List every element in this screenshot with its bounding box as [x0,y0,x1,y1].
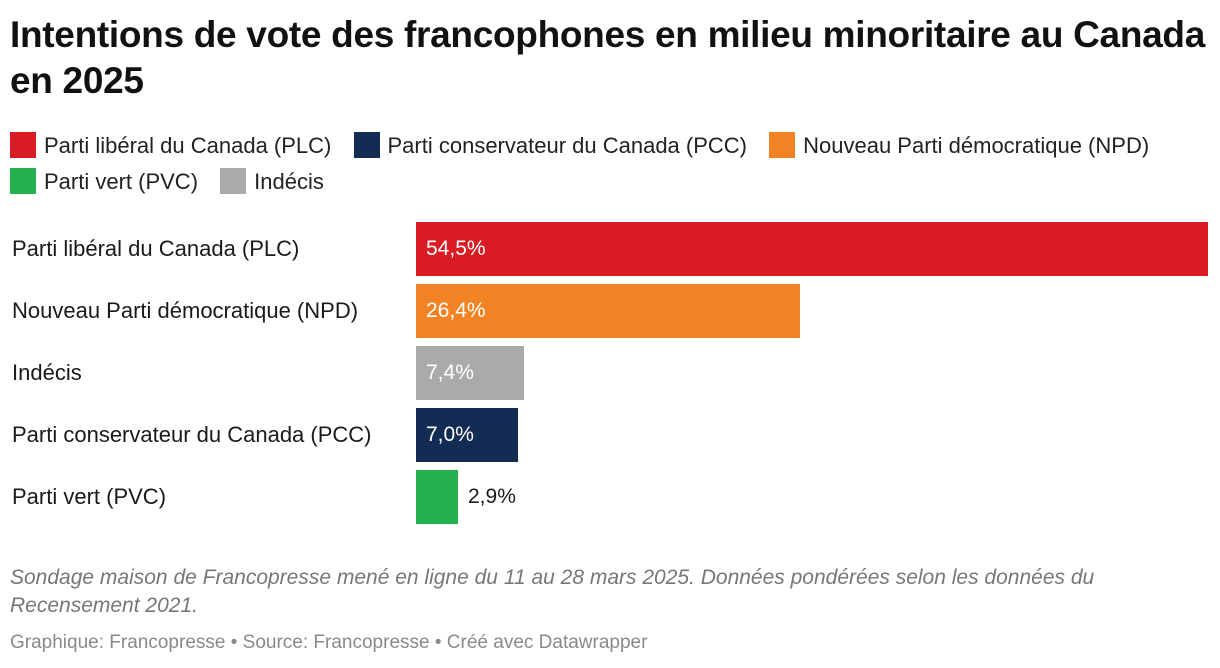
category-label: Nouveau Parti démocratique (NPD) [12,298,359,323]
category-label: Indécis [12,360,82,385]
legend-label: Indécis [254,169,324,194]
legend-swatch [10,168,36,194]
legend-swatch [353,132,380,158]
legend-swatch [10,132,36,158]
legend-label: Parti vert (PVC) [44,169,199,194]
legend: Parti libéral du Canada (PLC) Parti cons… [10,128,1210,200]
legend-swatch [769,132,796,158]
chart-note: Sondage maison de Francopresse mené en l… [10,566,1095,617]
bar [416,470,458,524]
bar-row: Indécis 7,4% [0,346,1220,400]
data-label: 7,0% [426,423,474,446]
category-label: Parti vert (PVC) [12,484,167,509]
chart-credit: Graphique: Francopresse • Source: Franco… [10,632,648,653]
bar-row: Parti libéral du Canada (PLC) 54,5% [0,222,1220,276]
data-label: 7,4% [426,361,474,384]
bar [416,284,800,338]
legend-swatch [220,168,247,194]
legend-item-npd: Nouveau Parti démocratique (NPD) [769,128,1149,164]
legend-label: Nouveau Parti démocratique (NPD) [803,133,1150,158]
bar [416,222,1208,276]
bar-row: Parti vert (PVC) 2,9% [0,470,1220,524]
data-label: 26,4% [426,299,486,322]
legend-item-pcc: Parti conservateur du Canada (PCC) [353,128,748,164]
category-label: Parti libéral du Canada (PLC) [12,236,300,261]
data-label: 54,5% [426,237,486,260]
category-label: Parti conservateur du Canada (PCC) [12,422,372,447]
legend-item-indecis: Indécis [220,164,324,200]
bar-row: Nouveau Parti démocratique (NPD) 26,4% [0,284,1220,338]
data-label: 2,9% [468,485,516,508]
legend-label: Parti libéral du Canada (PLC) [44,133,332,158]
legend-item-pvc: Parti vert (PVC) [10,164,198,200]
legend-label: Parti conservateur du Canada (PCC) [387,133,748,158]
bar-row: Parti conservateur du Canada (PCC) 7,0% [0,408,1220,462]
bar [416,408,518,462]
bar [416,346,524,400]
legend-item-plc: Parti libéral du Canada (PLC) [10,128,331,164]
chart-title: Intentions de vote des francophones en m… [10,14,1205,101]
